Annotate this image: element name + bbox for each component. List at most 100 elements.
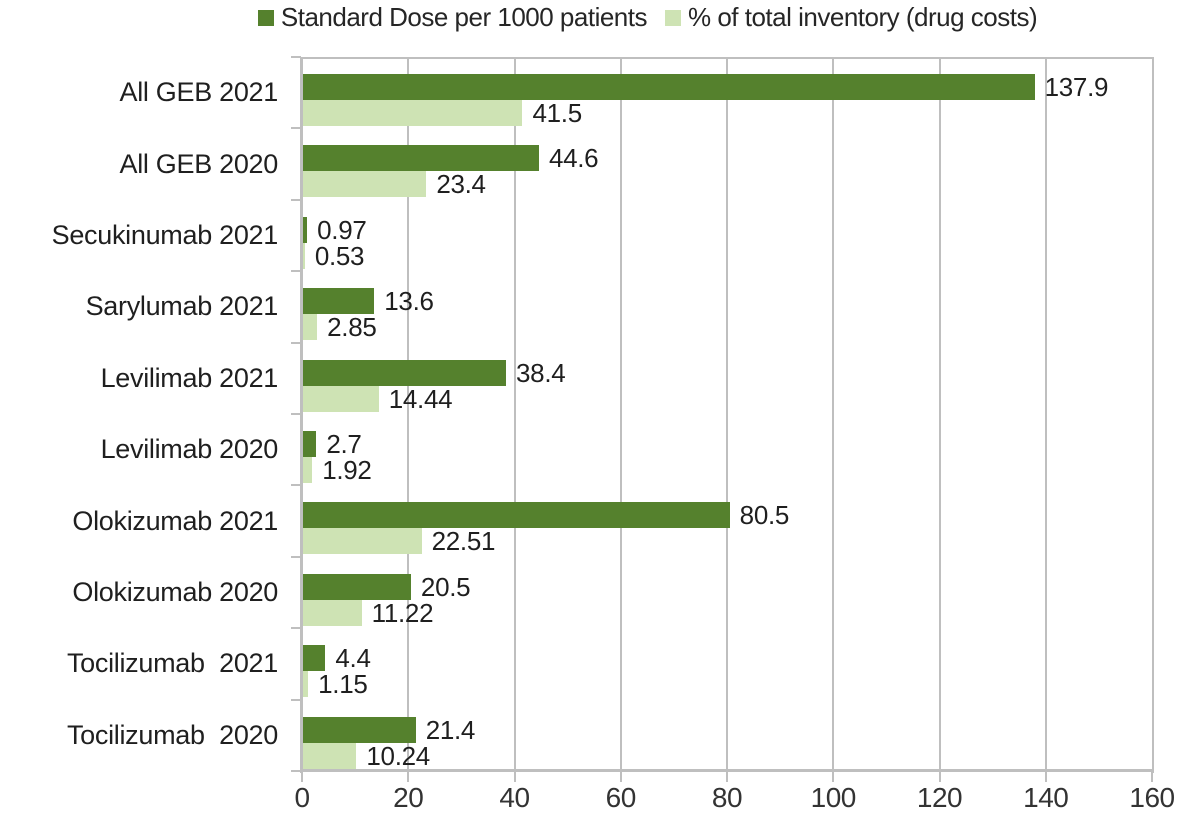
- x-tick: [1151, 771, 1153, 782]
- x-axis-tick-label: 100: [810, 782, 857, 813]
- category-label: Tocilizumab 2020: [66, 719, 278, 750]
- y-tick: [291, 341, 301, 344]
- x-axis-tick-label: 40: [499, 782, 530, 813]
- category-label: Levilimab 2020: [100, 434, 279, 465]
- x-tick: [832, 771, 835, 782]
- gridline-100: [832, 59, 835, 773]
- bar-inventory-pct: [302, 171, 427, 198]
- category-label: Tocilizumab 2021: [66, 648, 278, 679]
- x-tick: [1044, 771, 1047, 782]
- gridline-140: [1044, 59, 1047, 773]
- x-axis-tick-label: 160: [1129, 782, 1175, 813]
- legend-swatch-light-green: [665, 9, 681, 26]
- gridline-120: [938, 59, 941, 773]
- data-label: 14.44: [388, 383, 453, 414]
- x-axis-line: [300, 769, 1154, 772]
- data-label: 22.51: [431, 526, 496, 557]
- x-axis-tick-label: 60: [605, 782, 637, 813]
- bar-inventory-pct: [302, 385, 379, 412]
- x-tick: [726, 771, 728, 782]
- bar-standard-dose: [302, 573, 411, 600]
- band-1: 44.6 23.4: [302, 130, 1152, 201]
- band-0: 137.9 41.5: [302, 59, 1152, 130]
- plot-area: 137.9 41.5 44.6 23.4 0.97 0.53 13.6 2.85 38.4 14.…: [302, 57, 1154, 773]
- x-axis-tick-label: 140: [1023, 782, 1069, 813]
- category-label: Sarylumab 2021: [85, 291, 279, 322]
- x-tick: [619, 771, 622, 782]
- category-label: Secukinumab 2021: [51, 219, 279, 250]
- bar-inventory-pct: [302, 457, 313, 483]
- bar-inventory-pct: [302, 599, 362, 626]
- y-tick: [291, 770, 301, 772]
- band-3: 13.6 2.85: [302, 273, 1152, 344]
- data-label: 1.15: [318, 669, 368, 700]
- y-tick: [291, 555, 301, 558]
- bar-standard-dose: [302, 288, 375, 315]
- bar-inventory-pct: [302, 742, 357, 769]
- y-tick: [291, 56, 301, 58]
- category-label: Levilimab 2021: [100, 362, 279, 393]
- gridline-20: [407, 59, 410, 773]
- bar-standard-dose: [302, 216, 308, 243]
- y-tick: [291, 627, 301, 630]
- x-axis-tick-label: 20: [393, 782, 424, 813]
- bar-inventory-pct: [302, 100, 523, 126]
- data-label: 41.5: [532, 98, 582, 128]
- x-axis-tick-label: 120: [916, 782, 963, 813]
- data-label: 38.4: [516, 357, 566, 388]
- legend-label-inventory-pct: % of total inventory (drug costs): [688, 2, 1038, 32]
- data-label: 21.4: [425, 714, 476, 745]
- x-tick: [938, 771, 941, 782]
- bar-standard-dose: [302, 716, 416, 743]
- y-tick: [291, 127, 301, 130]
- y-tick: [291, 198, 301, 201]
- data-label: 44.6: [548, 143, 599, 174]
- data-label: 11.22: [371, 597, 434, 628]
- data-label: 137.9: [1044, 72, 1109, 102]
- x-tick: [513, 771, 516, 782]
- y-tick: [291, 270, 301, 273]
- data-label: 4.4: [335, 643, 371, 674]
- y-tick: [291, 698, 301, 701]
- bar-inventory-pct: [302, 242, 305, 269]
- x-tick: [407, 771, 410, 782]
- bar-standard-dose: [302, 645, 326, 672]
- data-label: 0.53: [314, 240, 365, 271]
- data-label: 2.85: [327, 312, 377, 343]
- band-6: 80.5 22.51: [302, 487, 1152, 558]
- x-axis-tick-label: 0: [294, 782, 310, 813]
- category-label: All GEB 2020: [119, 148, 279, 179]
- category-label: Olokizumab 2020: [72, 576, 278, 607]
- legend-item-standard-dose: Standard Dose per 1000 patients: [257, 2, 648, 33]
- bar-standard-dose: [302, 145, 539, 172]
- data-label: 80.5: [739, 500, 790, 531]
- y-axis-line: [300, 57, 303, 773]
- band-4: 38.4 14.44: [302, 345, 1152, 416]
- data-label: 13.6: [384, 286, 434, 317]
- category-label: Olokizumab 2021: [72, 505, 278, 536]
- x-tick: [301, 771, 303, 782]
- y-tick: [291, 484, 301, 487]
- bar-standard-dose: [302, 502, 730, 529]
- legend-label-standard-dose: Standard Dose per 1000 patients: [280, 2, 648, 32]
- data-label: 1.92: [322, 455, 372, 485]
- band-5: 2.7 1.92: [302, 416, 1152, 487]
- data-label: 20.5: [420, 571, 471, 602]
- data-label: 2.7: [326, 429, 362, 459]
- bar-inventory-pct: [302, 528, 422, 555]
- gridline-80: [726, 59, 728, 773]
- band-8: 4.4 1.15: [302, 630, 1152, 701]
- data-label: 0.97: [317, 214, 367, 245]
- band-7: 20.5 11.22: [302, 559, 1152, 630]
- bar-standard-dose: [302, 74, 1035, 100]
- band-2: 0.97 0.53: [302, 202, 1152, 273]
- data-label: 10.24: [366, 740, 430, 771]
- gridline-40: [513, 59, 516, 773]
- gridline-60: [619, 59, 622, 773]
- bar-inventory-pct: [302, 314, 318, 341]
- bar-inventory-pct: [302, 671, 309, 698]
- y-tick: [291, 413, 301, 415]
- bar-standard-dose: [302, 359, 506, 386]
- x-axis-tick-label: 80: [711, 782, 743, 813]
